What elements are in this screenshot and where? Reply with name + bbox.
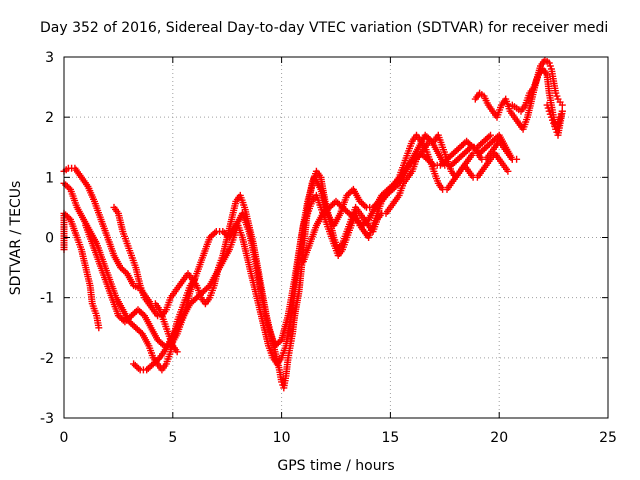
data-point-marker <box>130 322 138 330</box>
series-track-8 <box>471 56 566 133</box>
data-point-marker <box>468 142 475 150</box>
data-point-marker <box>508 155 516 163</box>
data-point-marker <box>481 145 488 153</box>
data-point-marker <box>154 355 162 363</box>
x-axis-label: GPS time / hours <box>277 458 394 474</box>
data-point-marker <box>63 212 71 220</box>
y-tick-label: -1 <box>40 291 54 307</box>
data-points <box>60 56 566 392</box>
series-track-10 <box>543 101 566 133</box>
data-point-marker <box>485 133 493 141</box>
axis-ticks: 0 5 10 15 20 25 -3 -2 -1 0 1 2 3 <box>40 50 617 446</box>
data-point-marker <box>428 160 436 168</box>
data-point-marker <box>276 337 284 345</box>
data-point-marker <box>504 167 512 175</box>
data-point-marker <box>148 361 156 369</box>
data-point-marker <box>149 360 157 368</box>
data-point-marker <box>558 101 566 109</box>
data-point-marker <box>388 182 395 190</box>
y-tick-label: 3 <box>45 50 54 66</box>
y-tick-label: 0 <box>45 231 54 247</box>
series-track-2 <box>60 164 181 356</box>
x-tick-label: 15 <box>381 430 399 446</box>
x-tick-label: 25 <box>599 430 617 446</box>
data-point-marker <box>196 291 204 299</box>
y-axis-label: SDTVAR / TECUs <box>8 181 24 296</box>
x-tick-label: 0 <box>60 430 69 446</box>
data-point-marker <box>363 217 371 225</box>
series-track-5 <box>130 131 512 374</box>
x-tick-label: 10 <box>273 430 291 446</box>
data-point-marker <box>454 145 462 153</box>
data-point-marker <box>95 324 103 332</box>
data-point-marker <box>350 214 358 222</box>
y-tick-label: 2 <box>45 110 54 126</box>
data-point-marker <box>211 229 219 237</box>
series-track-7 <box>299 131 516 266</box>
series-track-1 <box>60 209 103 332</box>
data-point-marker <box>65 184 73 192</box>
y-tick-label: 1 <box>45 170 54 186</box>
chart-title: Day 352 of 2016, Sidereal Day-to-day VTE… <box>40 20 608 36</box>
y-tick-label: -3 <box>40 411 54 427</box>
x-tick-label: 5 <box>168 430 177 446</box>
data-point-marker <box>65 214 73 222</box>
y-tick-label: -2 <box>40 351 54 367</box>
data-point-marker <box>173 348 181 356</box>
data-point-marker <box>544 104 552 112</box>
data-point-marker <box>558 107 566 115</box>
x-tick-label: 20 <box>490 430 508 446</box>
data-point-marker <box>487 131 494 139</box>
data-point-marker <box>159 340 166 348</box>
